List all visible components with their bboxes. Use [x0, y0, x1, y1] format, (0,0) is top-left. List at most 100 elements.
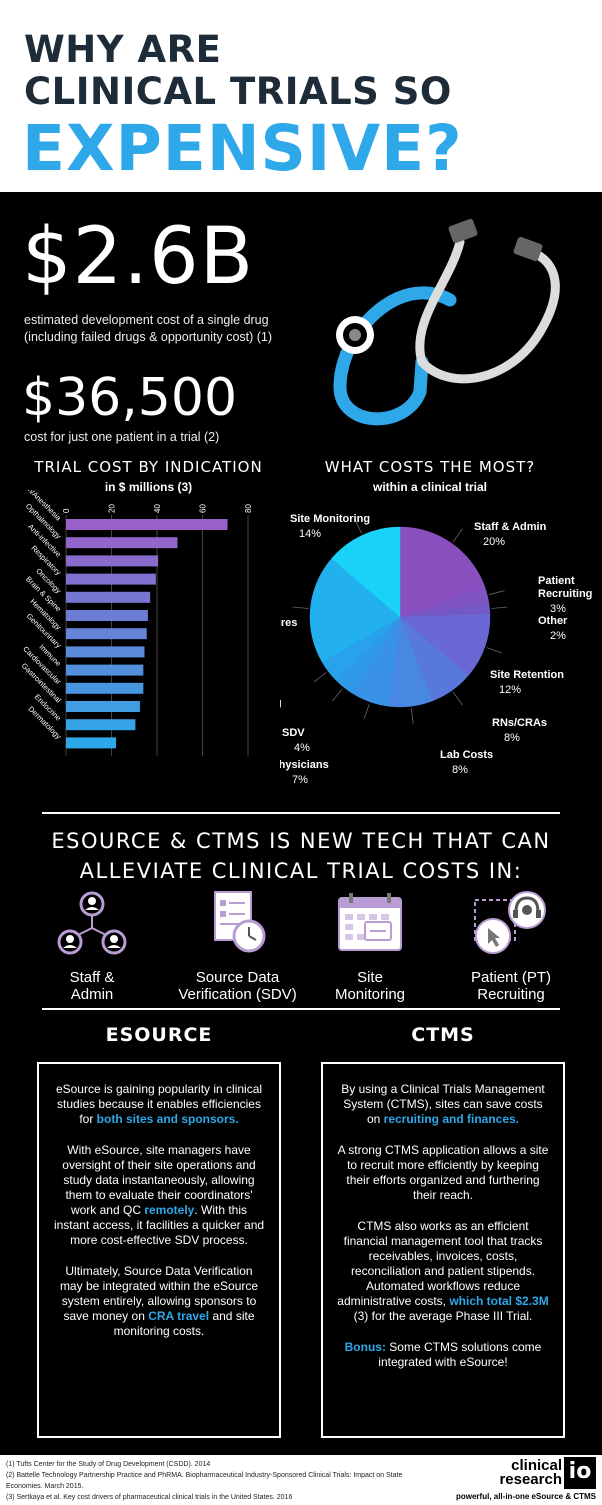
- logo-line2: research: [499, 1471, 562, 1488]
- bar: [66, 719, 136, 731]
- people-network-icon: [57, 891, 127, 955]
- bar: [66, 519, 228, 530]
- headline-line1: WHY ARE: [24, 28, 222, 71]
- headline-line3: EXPENSIVE?: [22, 112, 463, 185]
- leader-line: [452, 691, 463, 706]
- bar-chart-subtitle: in $ millions (3): [104, 480, 193, 494]
- ctms-highlight: Bonus:: [344, 1340, 386, 1354]
- stat-drug-cost-desc: estimated development cost of a single d…: [24, 312, 314, 346]
- leader-line: [410, 708, 414, 725]
- benefit-label-line1: Staff &: [69, 969, 115, 986]
- bar: [66, 537, 178, 549]
- bar: [66, 701, 140, 712]
- benefit-label: Patient (PT) Recruiting: [436, 969, 586, 1003]
- slice-value: 2%: [550, 630, 566, 642]
- slice-label: Site Retention: [490, 669, 564, 681]
- ctms-text: Some CTMS solutions come integrated with…: [378, 1340, 542, 1369]
- footer: (1) Tufts Center for the Study of Drug D…: [0, 1455, 602, 1505]
- bar: [66, 591, 151, 603]
- alleviate-line2: ALLEVIATE CLINICAL TRIAL COSTS IN:: [79, 859, 523, 883]
- slice-value: 14%: [299, 528, 321, 540]
- ctms-highlight: which total $2.3M: [449, 1294, 549, 1308]
- benefit-staff-admin: Staff & Admin: [22, 890, 162, 1003]
- ctms-para-1: By using a Clinical Trials Management Sy…: [337, 1082, 549, 1127]
- x-tick-label: 80: [244, 504, 253, 513]
- esource-text: eSource is gaining popularity in clinica…: [55, 1082, 263, 1126]
- ctms-para-3: CTMS also works as an efficient financia…: [337, 1219, 549, 1324]
- section-divider: [42, 812, 560, 814]
- reference-1: (1) Tufts Center for the Study of Drug D…: [6, 1461, 211, 1468]
- benefit-label: Staff & Admin: [22, 969, 162, 1003]
- bar: [66, 555, 159, 567]
- benefit-sdv: Source Data Verification (SDV): [155, 890, 320, 1003]
- slice-value: 8%: [452, 764, 468, 776]
- benefit-label-line2: Verification (SDV): [178, 986, 297, 1003]
- logo-line1: clinical: [511, 1457, 562, 1474]
- slice-label: Physicians: [280, 759, 329, 771]
- pie-chart-title: WHAT COSTS THE MOST?: [324, 458, 536, 476]
- esource-para-2: With eSource, site managers have oversig…: [53, 1143, 265, 1248]
- alleviate-heading: ESOURCE & CTMS IS NEW TECH THAT CAN ALLE…: [0, 826, 602, 886]
- ctms-box: By using a Clinical Trials Management Sy…: [321, 1062, 565, 1438]
- x-tick-label: 60: [199, 504, 208, 513]
- references: (1) Tufts Center for the Study of Drug D…: [6, 1459, 426, 1503]
- pie-slice: [309, 558, 401, 663]
- ctms-para-4: Bonus: Some CTMS solutions come integrat…: [337, 1340, 549, 1370]
- leader-line: [331, 688, 343, 702]
- logo-text[interactable]: clinical research: [499, 1457, 562, 1488]
- slice-label: RNs/CRAs: [492, 717, 547, 729]
- reference-2: (2) Battelle Technology Partnership Prac…: [6, 1472, 403, 1490]
- leader-line: [486, 647, 502, 654]
- leader-line: [354, 518, 362, 534]
- bar: [66, 737, 117, 749]
- esource-highlight: both sites and sponsors.: [96, 1112, 239, 1126]
- slice-value: 20%: [483, 536, 505, 548]
- benefit-label: Source Data Verification (SDV): [155, 969, 320, 1003]
- slice-label: Lab Costs: [440, 749, 493, 761]
- esource-highlight: CRA travel: [148, 1309, 210, 1323]
- benefit-label-line1: Site: [357, 969, 383, 986]
- esource-highlight: remotely: [144, 1203, 195, 1217]
- bar: [66, 610, 148, 621]
- leader-line: [313, 672, 327, 683]
- pie-chart-subtitle: within a clinical trial: [372, 480, 488, 494]
- bar-chart-title: TRIAL COST BY INDICATION: [34, 458, 263, 476]
- x-tick-label: 20: [108, 504, 117, 513]
- slice-value: 3%: [550, 603, 566, 615]
- ctms-para-2: A strong CTMS application allows a site …: [337, 1143, 549, 1202]
- benefit-site-monitoring: Site Monitoring: [300, 890, 440, 1003]
- benefit-label: Site Monitoring: [300, 969, 440, 1003]
- leader-line: [489, 590, 505, 595]
- bar-chart: 0 20 40 60 80Pain/AnesthesiaOpthalmologyAnti…: [18, 490, 253, 756]
- stat-drug-cost-desc-line2: (including failed drugs & opportunity co…: [24, 330, 273, 344]
- leader-line: [452, 528, 463, 543]
- ctms-text: CTMS also works as an efficient financia…: [337, 1219, 543, 1308]
- slice-label: SDV: [282, 727, 305, 739]
- stat-drug-cost-desc-line1: estimated development cost of a single d…: [24, 313, 269, 327]
- slice-label: Staff & Admin: [474, 521, 547, 533]
- ctms-text: (3) for the average Phase III Trial.: [353, 1309, 533, 1323]
- esource-heading: ESOURCE: [105, 1024, 213, 1046]
- stat-patient-cost: $36,500: [22, 368, 238, 428]
- slice-label: Other: [538, 615, 568, 627]
- document-clock-icon: [213, 891, 265, 953]
- logo-mark[interactable]: io: [564, 1457, 596, 1489]
- bar: [66, 628, 147, 640]
- esource-text: Ultimately, Source Data Verification may…: [59, 1264, 259, 1323]
- esource-para-1: eSource is gaining popularity in clinica…: [53, 1082, 265, 1127]
- benefit-patient-recruiting: Patient (PT) Recruiting: [436, 890, 586, 1003]
- header-banner: WHY ARE CLINICAL TRIALS SO EXPENSIVE?: [0, 0, 602, 192]
- slice-label: Site Recruiting: [280, 697, 282, 709]
- headline-line2: CLINICAL TRIALS SO: [24, 70, 452, 113]
- headset-cursor-icon: [474, 891, 546, 954]
- slice-label: Clin. Procedures: [280, 617, 297, 629]
- esource-box: eSource is gaining popularity in clinica…: [37, 1062, 281, 1438]
- ctms-highlight: recruiting and finances.: [383, 1112, 520, 1126]
- benefit-label-line1: Patient (PT): [470, 969, 552, 986]
- slice-value: 12%: [499, 684, 521, 696]
- alleviate-line1: ESOURCE & CTMS IS NEW TECH THAT CAN: [51, 829, 551, 853]
- benefit-label-line2: Admin: [70, 986, 114, 1003]
- ctms-heading: CTMS: [411, 1024, 475, 1046]
- reference-3: (3) Sertkaya et al. Key cost drivers of …: [6, 1494, 293, 1501]
